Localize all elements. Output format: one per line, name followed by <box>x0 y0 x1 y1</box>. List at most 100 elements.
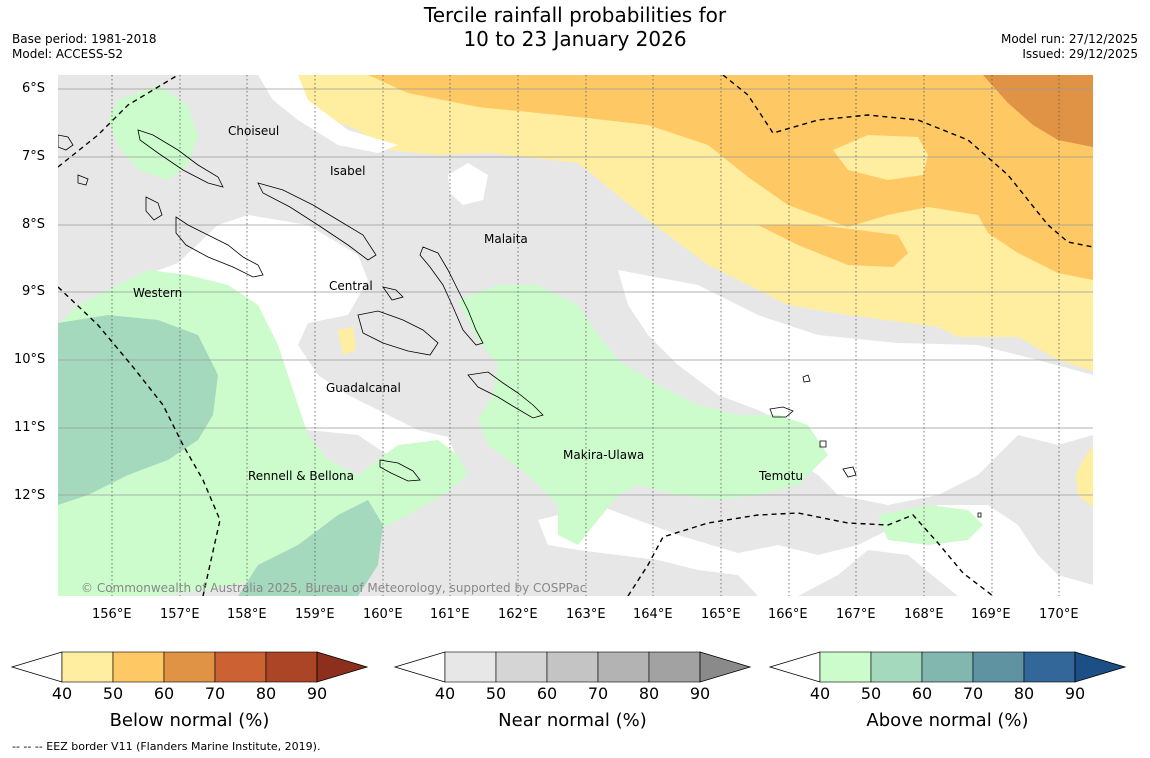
colorbar-tick-label: 70 <box>963 684 983 703</box>
place-label-isabel: Isabel <box>330 164 365 178</box>
lon-label-163e: 163°E <box>566 607 606 622</box>
issued-text: Issued: 29/12/2025 <box>1022 47 1138 61</box>
colorbar-segment <box>597 651 650 683</box>
colorbar-tick-label: 80 <box>639 684 659 703</box>
colorbar-tick-label: 40 <box>52 684 72 703</box>
below-normal-east-patch <box>1076 445 1093 507</box>
place-label-rennell-bellona: Rennell & Bellona <box>248 469 354 483</box>
colorbar-tick-label: 60 <box>154 684 174 703</box>
colorbar-segment <box>921 651 974 683</box>
guadalcanal-island <box>357 310 439 356</box>
lat-label-10s: 10°S <box>14 352 46 367</box>
lon-label-168e: 168°E <box>904 607 944 622</box>
no-dominant-region-east <box>618 270 1093 505</box>
above-normal-40-north-patch <box>108 85 198 180</box>
place-label-makira-ulawa: Makira-Ulawa <box>563 448 644 462</box>
isabel-island <box>257 182 377 261</box>
place-label-choiseul: Choiseul <box>228 124 279 138</box>
colorbar-tick-label: 90 <box>690 684 710 703</box>
colorbar-segment <box>444 651 497 683</box>
no-dominant-region-north-island <box>448 163 488 205</box>
colorbar-title: Near normal (%) <box>498 710 647 731</box>
colorbar-tick-label: 50 <box>486 684 506 703</box>
coastlines <box>58 129 982 518</box>
colorbar-upper-extension <box>699 651 752 683</box>
colorbar-segment <box>112 651 165 683</box>
utupua-island <box>819 440 827 448</box>
colorbar-tick-label: 50 <box>861 684 881 703</box>
colorbar-segment <box>163 651 216 683</box>
eez-border-note: -- -- -- EEZ border V11 (Flanders Marine… <box>12 740 321 753</box>
lat-label-8s: 8°S <box>22 217 46 232</box>
colorbar-segment <box>972 651 1025 683</box>
below-normal-60-region <box>983 75 1093 147</box>
new-georgia-island <box>175 216 264 278</box>
place-label-temotu: Temotu <box>758 469 803 483</box>
below-normal-50-patch <box>758 225 908 267</box>
santa-cruz-island <box>769 406 794 418</box>
colorbar-segment <box>495 651 548 683</box>
colorbar-tick-label: 90 <box>1065 684 1085 703</box>
colorbar-tick-label: 40 <box>810 684 830 703</box>
malaita-island <box>419 246 484 346</box>
colorbar-segment <box>648 651 701 683</box>
no-dominant-region-north <box>258 75 398 153</box>
colorbar-segment <box>1023 651 1076 683</box>
below-normal-50-region <box>368 75 1093 280</box>
lon-label-170e: 170°E <box>1039 607 1079 622</box>
lon-label-161e: 161°E <box>430 607 470 622</box>
lon-label-162e: 162°E <box>498 607 538 622</box>
colorbar-tick-label: 50 <box>103 684 123 703</box>
colorbar-upper-extension <box>1074 651 1127 683</box>
eez-border-northwest <box>58 75 179 168</box>
latitude-gridlines <box>58 88 1093 496</box>
colorbar-segment <box>265 651 318 683</box>
place-label-central: Central <box>329 279 373 293</box>
lon-label-166e: 166°E <box>768 607 808 622</box>
rainfall-probability-map: Choiseul Isabel Malaita Central Western … <box>58 75 1093 596</box>
colorbar-segment <box>546 651 599 683</box>
colorbar-title: Below normal (%) <box>110 710 270 731</box>
lon-label-156e: 156°E <box>92 607 132 622</box>
colorbar-tick-label: 40 <box>435 684 455 703</box>
above-normal-40-east-patch <box>878 505 983 545</box>
eez-border-southeast <box>627 512 994 596</box>
lat-label-11s: 11°S <box>14 420 46 435</box>
colorbar-tick-label: 80 <box>1014 684 1034 703</box>
vella-lavella-island <box>145 196 163 221</box>
lon-label-160e: 160°E <box>363 607 403 622</box>
above-normal-50-southwest-region <box>238 500 383 596</box>
colorbar-tick-label: 80 <box>256 684 276 703</box>
colorbar-above-normal: 40 50 60 70 80 90 Above normal (%) <box>768 651 1127 731</box>
shortland-islands <box>77 174 89 186</box>
colorbar-lower-extension <box>393 651 446 683</box>
place-label-malaita: Malaita <box>484 232 528 246</box>
florida-islands <box>382 286 404 301</box>
colorbar-near-normal: 40 50 60 70 80 90 Near normal (%) <box>393 651 752 731</box>
model-text: Model: ACCESS-S2 <box>12 47 124 61</box>
colorbar-title: Above normal (%) <box>866 710 1028 731</box>
colorbar-segment <box>819 651 872 683</box>
colorbar-legends: 40 50 60 70 80 90 Below normal (%) 40 50 60 70 80 9… <box>10 651 1127 731</box>
lon-label-158e: 158°E <box>227 607 267 622</box>
lon-label-169e: 169°E <box>971 607 1011 622</box>
above-normal-50-west-region <box>58 315 218 505</box>
copyright-text: © Commonwealth of Australia 2025, Bureau… <box>81 581 586 595</box>
eez-border-west <box>58 286 221 596</box>
lon-label-157e: 157°E <box>160 607 200 622</box>
lat-label-9s: 9°S <box>22 284 46 299</box>
longitude-gridlines <box>111 75 1060 596</box>
colorbar-upper-extension <box>316 651 369 683</box>
below-normal-small-patch <box>338 327 356 355</box>
model-run-text: Model run: 27/12/2025 <box>1000 32 1138 46</box>
rennell-island <box>379 459 421 482</box>
lat-label-7s: 7°S <box>22 149 46 164</box>
colorbar-segment <box>214 651 267 683</box>
vanikoro-island <box>842 466 857 478</box>
colorbar-segment <box>61 651 114 683</box>
tikopia-island <box>977 512 982 518</box>
lon-label-165e: 165°E <box>701 607 741 622</box>
colorbar-lower-extension <box>10 651 63 683</box>
makira-island <box>467 371 544 419</box>
reef-islands <box>802 374 811 383</box>
